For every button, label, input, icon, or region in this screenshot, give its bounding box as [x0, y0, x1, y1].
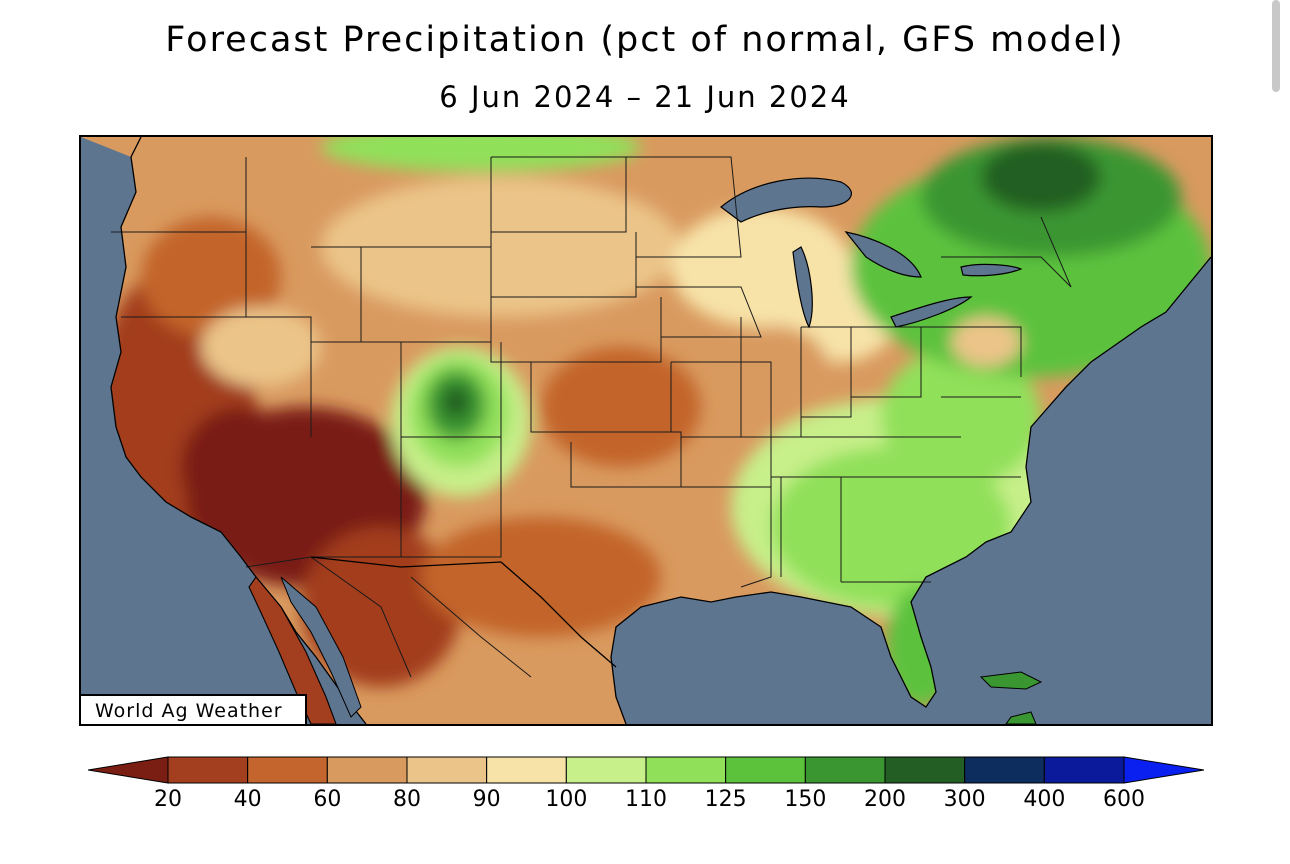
colorbar-bin: [884, 756, 966, 784]
field-kansas: [541, 347, 701, 467]
map-title: Forecast Precipitation (pct of normal, G…: [165, 20, 1125, 60]
field-quebec-core: [981, 142, 1101, 212]
field-illinois: [731, 327, 831, 427]
field-nevada: [181, 407, 301, 527]
colorbar-bin: [486, 756, 567, 784]
colorbar-label: 90: [472, 787, 501, 812]
border-pennsylvania: [921, 326, 1022, 377]
colorbar-label: 125: [704, 787, 747, 812]
baja-california: [248, 576, 337, 724]
sea-of-cortez: [280, 576, 362, 718]
border-ohio: [851, 326, 922, 398]
colorbar-label: 150: [784, 787, 827, 812]
state-borders: [111, 156, 1072, 678]
border-new-england: [1040, 216, 1072, 288]
field-florida: [886, 587, 956, 707]
border-south-dakota: [490, 232, 637, 298]
colorbar-label: 40: [233, 787, 262, 812]
field-texas: [421, 517, 661, 637]
border-nebraska: [490, 297, 662, 363]
colorbar-label: 60: [313, 787, 342, 812]
watermark: World Ag Weather: [81, 694, 307, 724]
land-fill: [81, 137, 1211, 724]
colorbar-bin: [1043, 756, 1125, 784]
colorbar: [88, 756, 1204, 784]
colorbar-bin: [565, 756, 647, 784]
colorbar-bins: [88, 756, 1204, 784]
field-northern-plains: [321, 177, 681, 317]
coastline-east-gulf: [610, 256, 1211, 724]
colorbar-bin: [645, 756, 727, 784]
border-mexico-north: [245, 556, 412, 678]
border-mexico-states: [410, 576, 532, 678]
border-minnesota: [626, 156, 742, 258]
coastline-pacific: [110, 137, 367, 724]
colorbar-label: 200: [864, 787, 906, 812]
colorbar-bin-upper-extend: [1123, 756, 1204, 784]
lake-erie: [890, 296, 973, 328]
colorbar-bin: [167, 756, 249, 784]
lake-ontario: [960, 263, 1023, 277]
border-new-york: [941, 256, 1072, 288]
colorbar-label: 110: [625, 787, 667, 812]
colorbar-label: 80: [393, 787, 421, 812]
precipitation-map: World Ag Weather: [79, 135, 1213, 726]
border-iowa: [636, 286, 762, 338]
border-id-nv: [245, 157, 312, 437]
colorbar-bin-lower-extend: [88, 756, 169, 784]
field-canada-prairie: [321, 137, 641, 172]
colorbar-bin: [247, 756, 328, 784]
field-idaho: [201, 307, 321, 387]
map-canvas: [81, 137, 1211, 724]
lake-superior: [720, 177, 852, 223]
colorbar-label: 400: [1023, 787, 1066, 812]
colorbar-label: 300: [943, 787, 986, 812]
border-new-mexico: [401, 437, 502, 558]
date-range: 6 Jun 2024 – 21 Jun 2024: [439, 80, 851, 114]
precip-field: [96, 137, 1211, 707]
colorbar-bin: [326, 756, 408, 784]
great-lakes: [720, 177, 1023, 329]
border-louisiana: [681, 486, 772, 588]
scrollbar[interactable]: [1272, 0, 1280, 92]
colorbar-label: 20: [154, 787, 182, 812]
lake-huron: [844, 231, 922, 278]
field-colorado-core: [442, 386, 470, 418]
caribbean-island: [1005, 711, 1037, 724]
cuba: [979, 671, 1043, 690]
border-indiana: [801, 326, 852, 418]
colorbar-label: 600: [1103, 787, 1145, 812]
border-us-mexico: [310, 556, 617, 668]
colorbar-bin: [725, 756, 806, 784]
colorbar-bin: [804, 756, 886, 784]
colorbar-bin: [406, 756, 488, 784]
border-north-dakota: [491, 156, 627, 233]
field-pennsylvania: [951, 317, 1021, 367]
colorbar-label: 100: [545, 787, 588, 812]
colorbar-bin: [964, 756, 1045, 784]
